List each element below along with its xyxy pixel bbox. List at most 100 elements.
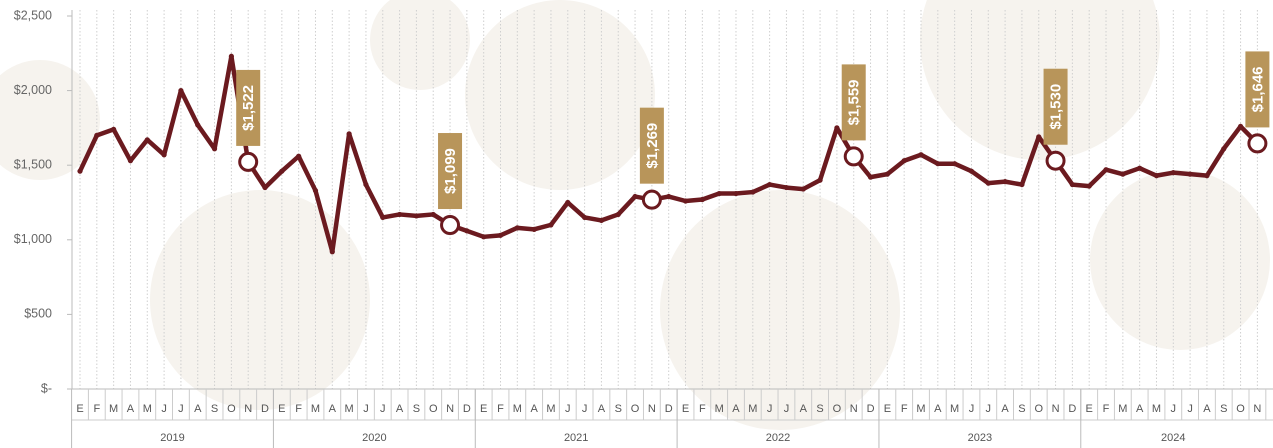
x-tick-label: J	[969, 403, 975, 415]
value-label: $1,522	[240, 85, 257, 131]
data-point	[279, 168, 285, 174]
data-point	[346, 131, 352, 137]
year-label: 2021	[564, 432, 588, 444]
data-point	[615, 211, 621, 218]
data-point	[363, 181, 369, 188]
x-tick-label: N	[1052, 403, 1060, 415]
x-tick-label: S	[211, 403, 218, 415]
data-point	[1170, 170, 1176, 176]
data-point	[262, 184, 268, 191]
x-tick-label: A	[530, 403, 538, 415]
data-point	[380, 214, 386, 221]
x-tick-label: A	[934, 403, 942, 415]
x-tick-label: S	[1018, 403, 1025, 415]
background-pattern	[0, 0, 1270, 430]
y-tick-label: $1,500	[14, 157, 52, 171]
data-point	[682, 198, 689, 204]
year-label: 2020	[362, 432, 386, 444]
data-point	[396, 211, 403, 218]
x-tick-label: M	[715, 403, 724, 415]
data-point	[464, 228, 470, 234]
year-label: 2023	[968, 432, 992, 444]
data-point	[716, 190, 722, 197]
x-tick-label: M	[109, 403, 118, 415]
x-tick-label: E	[76, 403, 83, 415]
data-point	[228, 53, 234, 59]
data-point	[481, 234, 487, 240]
data-point	[952, 161, 958, 167]
data-point	[918, 152, 924, 158]
x-tick-label: J	[565, 403, 571, 415]
x-tick-label: M	[950, 403, 959, 415]
data-point	[565, 199, 571, 206]
x-tick-label: M	[546, 403, 555, 415]
value-label-box	[1245, 51, 1270, 128]
y-tick-label: $-	[41, 381, 52, 395]
data-point	[598, 217, 605, 224]
data-point	[77, 168, 83, 174]
x-tick-label: J	[1187, 403, 1193, 415]
x-tick-label: A	[598, 403, 606, 415]
x-tick-label: O	[631, 403, 640, 415]
data-point	[1103, 167, 1109, 173]
data-point	[413, 213, 419, 219]
x-tick-label: A	[800, 403, 808, 415]
data-point	[1153, 173, 1160, 179]
data-point	[514, 225, 520, 231]
data-point	[296, 153, 302, 159]
x-tick-label: D	[463, 403, 471, 415]
x-tick-label: N	[244, 403, 252, 415]
x-tick-label: M	[1118, 403, 1127, 415]
data-point	[1019, 181, 1025, 188]
x-tick-label: F	[497, 403, 504, 415]
data-point	[94, 132, 100, 138]
x-tick-label: M	[143, 403, 152, 415]
value-label: $1,646	[1249, 66, 1266, 112]
data-point	[632, 193, 638, 200]
data-point	[1221, 146, 1227, 152]
data-point	[1187, 171, 1193, 177]
x-tick-label: A	[1001, 403, 1009, 415]
x-tick-label: O	[429, 403, 438, 415]
x-tick-label: A	[396, 403, 404, 415]
x-tick-label: O	[227, 403, 236, 415]
value-label-box	[841, 64, 866, 141]
data-point	[767, 181, 773, 188]
highlight-point	[238, 151, 259, 172]
x-tick-label: J	[784, 403, 790, 415]
x-tick-label: E	[1086, 403, 1093, 415]
x-tick-label: N	[1253, 403, 1261, 415]
data-point	[161, 152, 167, 158]
x-tick-label: O	[1034, 403, 1043, 415]
x-tick-label: E	[480, 403, 487, 415]
x-tick-label: F	[1103, 403, 1110, 415]
x-tick-label: M	[1152, 403, 1161, 415]
x-tick-label: N	[446, 403, 454, 415]
value-label-box	[236, 69, 261, 146]
y-tick-label: $500	[24, 307, 52, 321]
x-tick-label: M	[311, 403, 320, 415]
year-label: 2024	[1161, 432, 1185, 444]
value-label-box	[1043, 68, 1068, 145]
data-point	[699, 196, 705, 203]
x-tick-label: J	[363, 403, 369, 415]
data-point	[430, 211, 436, 218]
data-point	[985, 180, 991, 186]
data-point	[211, 146, 218, 152]
data-point	[329, 249, 335, 255]
data-point	[968, 168, 975, 174]
data-point	[935, 161, 941, 167]
data-point	[312, 187, 319, 194]
data-point	[834, 125, 840, 131]
x-tick-label: J	[178, 403, 184, 415]
x-tick-label: S	[816, 403, 823, 415]
data-point	[800, 186, 806, 192]
data-point	[733, 190, 739, 197]
data-point	[582, 214, 588, 221]
data-point	[1036, 134, 1042, 140]
x-tick-label: J	[1171, 403, 1177, 415]
data-point	[127, 158, 134, 164]
highlight-point	[1247, 133, 1268, 154]
value-label: $1,559	[846, 79, 863, 125]
